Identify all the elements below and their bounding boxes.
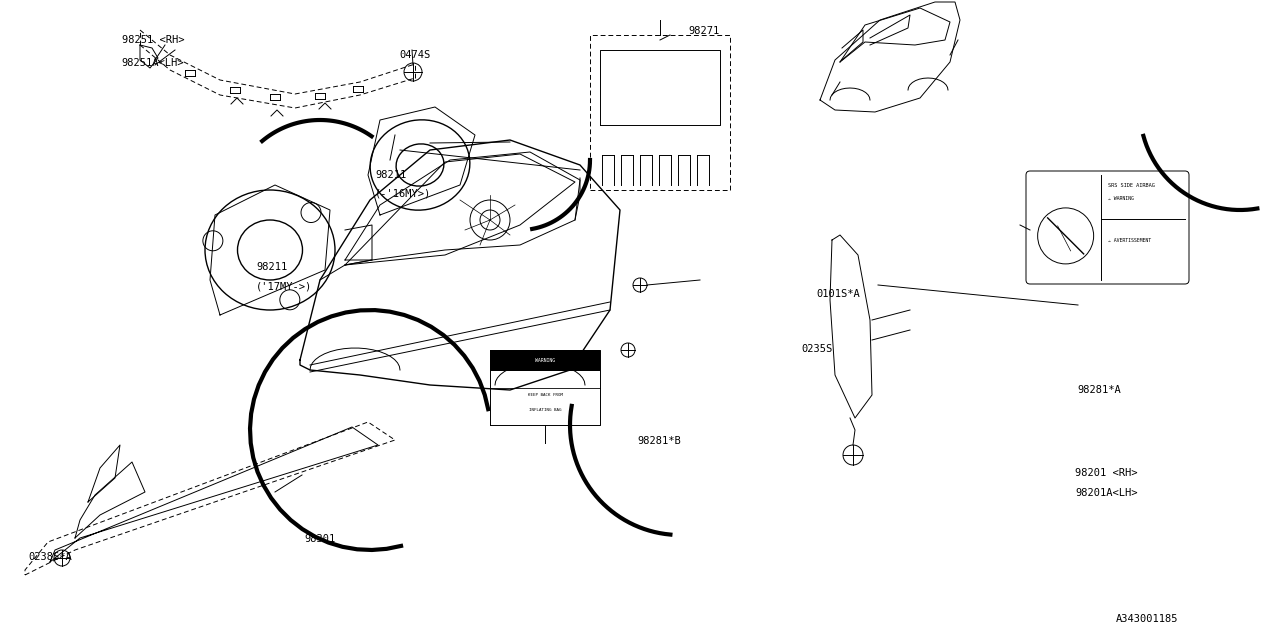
Text: A343001185: A343001185 <box>1116 614 1179 625</box>
Text: ⚠ AVERTISSEMENT: ⚠ AVERTISSEMENT <box>1107 238 1151 243</box>
Text: SRS SIDE AIRBAG: SRS SIDE AIRBAG <box>1107 184 1155 188</box>
Text: 98281*B: 98281*B <box>637 436 681 447</box>
Text: 98201 <RH>: 98201 <RH> <box>1075 468 1138 479</box>
Text: 98211: 98211 <box>256 262 287 273</box>
FancyBboxPatch shape <box>1027 171 1189 284</box>
Text: 98271: 98271 <box>689 26 719 36</box>
Text: 98301: 98301 <box>305 534 335 545</box>
Text: WARNING: WARNING <box>535 358 556 363</box>
Text: 98281*A: 98281*A <box>1078 385 1121 396</box>
Text: 98211: 98211 <box>375 170 406 180</box>
Text: INFLATING BAG: INFLATING BAG <box>529 408 561 412</box>
Text: 98251A<LH>: 98251A<LH> <box>122 58 184 68</box>
Text: 0101S*A: 0101S*A <box>817 289 860 300</box>
Text: 0235S: 0235S <box>801 344 832 355</box>
Text: (-'16MY>): (-'16MY>) <box>375 189 431 199</box>
Text: 0238S*A: 0238S*A <box>28 552 72 562</box>
Text: 0474S: 0474S <box>399 50 430 60</box>
Text: 98251 <RH>: 98251 <RH> <box>122 35 184 45</box>
Text: 98201A<LH>: 98201A<LH> <box>1075 488 1138 498</box>
Text: ⚠ WARNING: ⚠ WARNING <box>1107 196 1133 201</box>
Text: ('17MY->): ('17MY->) <box>256 282 312 292</box>
Bar <box>490 350 600 371</box>
Text: KEEP BACK FROM: KEEP BACK FROM <box>527 393 562 397</box>
